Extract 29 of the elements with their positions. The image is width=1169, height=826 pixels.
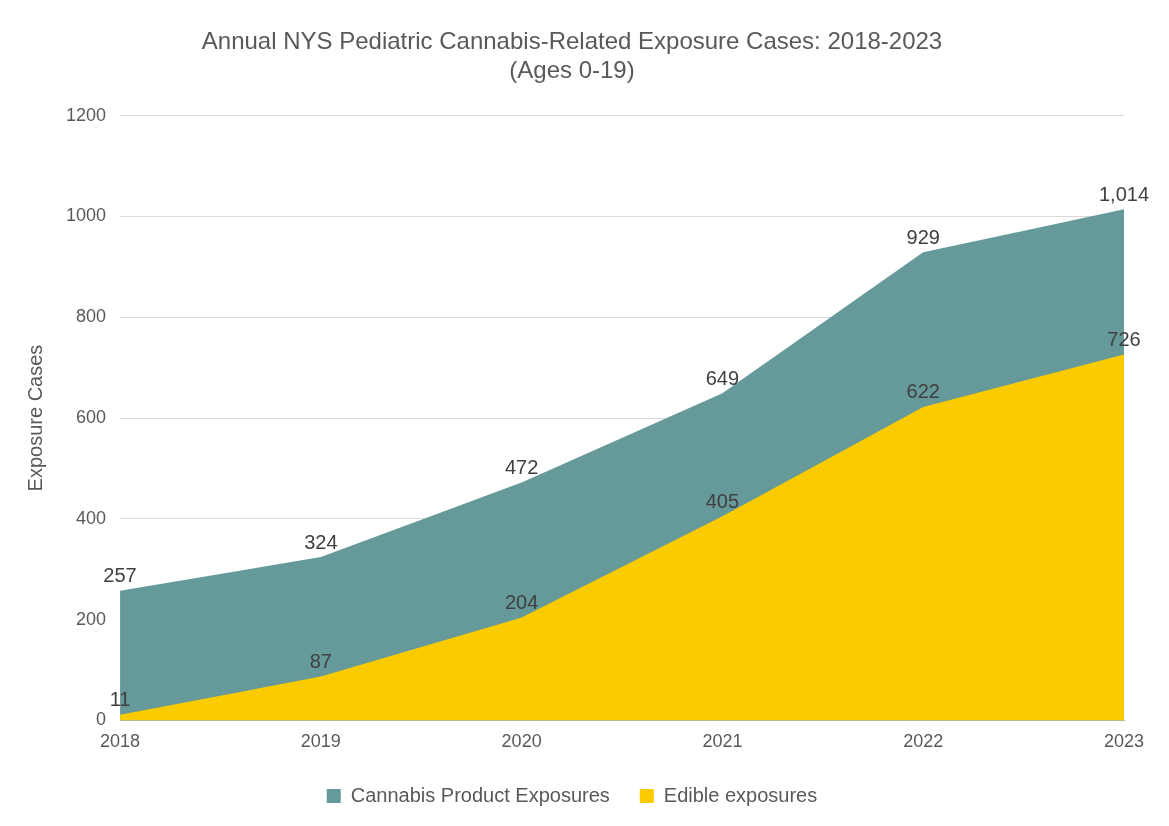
y-tick-label: 200	[76, 608, 107, 629]
legend-label: Edible exposures	[663, 783, 818, 806]
x-tick-label: 2019	[300, 731, 341, 752]
x-tick-label: 2020	[501, 731, 542, 752]
x-tick-label: 2022	[903, 731, 944, 752]
data-label: 929	[906, 225, 940, 248]
data-label: 204	[504, 591, 539, 614]
y-tick-label: 800	[76, 306, 107, 327]
y-tick-label: 600	[76, 406, 107, 427]
chart-title: Annual NYS Pediatric Cannabis-Related Exposure Cases: 2018-2023	[201, 27, 943, 55]
y-axis-title: Exposure Cases	[23, 344, 46, 492]
data-label: 726	[1107, 328, 1141, 351]
x-tick-label: 2023	[1103, 731, 1145, 752]
data-label: 87	[309, 650, 332, 673]
data-label: 324	[304, 530, 338, 553]
data-label: 472	[504, 456, 539, 479]
x-tick-label: 2021	[702, 731, 743, 752]
y-tick-label: 1200	[66, 104, 107, 125]
chart-subtitle: (Ages 0-19)	[509, 55, 635, 83]
data-label: 649	[705, 366, 740, 389]
legend-label: Cannabis Product Exposures	[350, 783, 610, 806]
data-label: 622	[906, 380, 940, 403]
y-tick-label: 1000	[66, 205, 107, 226]
y-tick-label: 0	[96, 709, 107, 730]
y-tick-label: 400	[76, 507, 107, 528]
data-label: 257	[103, 564, 137, 587]
data-label: 1,014	[1098, 182, 1150, 205]
x-tick-label: 2018	[100, 731, 141, 752]
data-label: 405	[705, 489, 740, 512]
